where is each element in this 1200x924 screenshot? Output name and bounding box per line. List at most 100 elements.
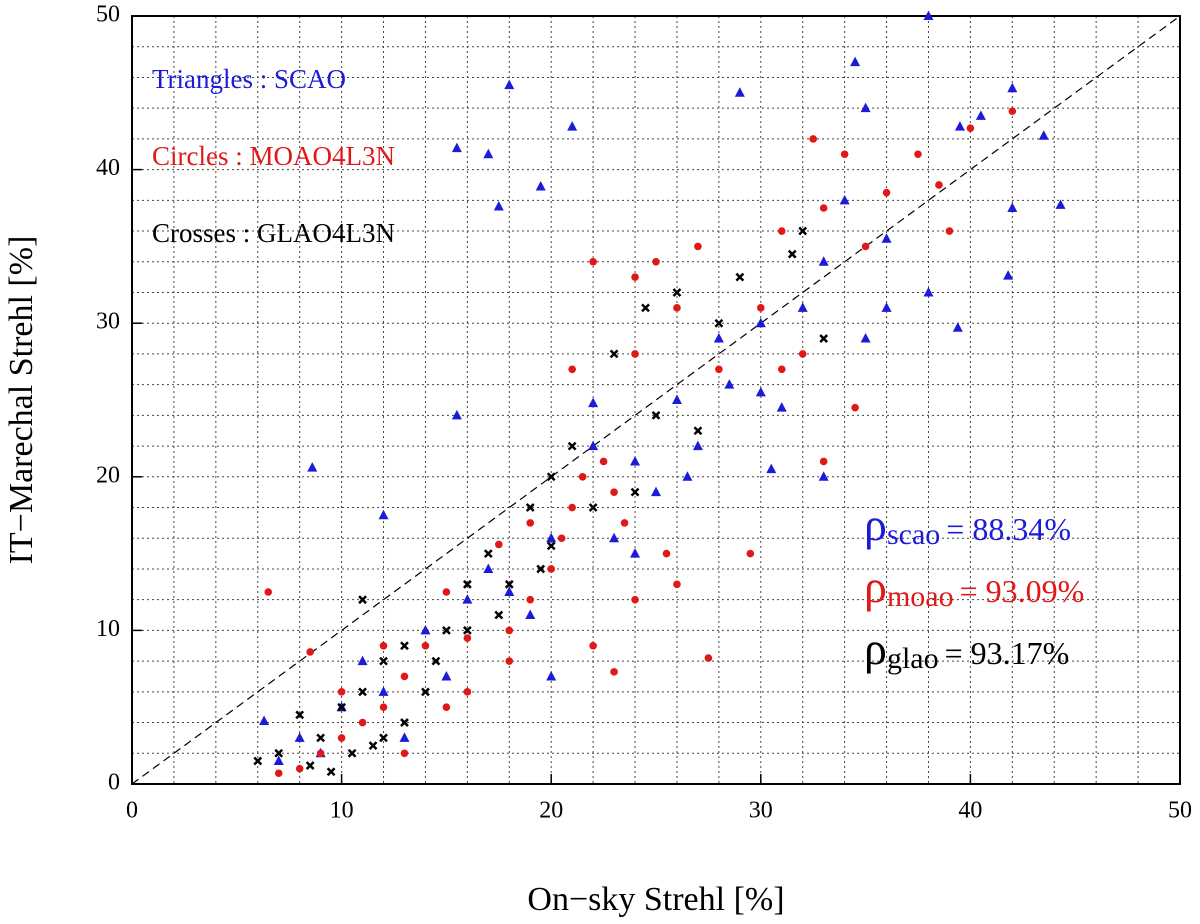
point	[451, 142, 462, 153]
point	[316, 733, 326, 743]
y-tick-label: 10	[96, 616, 120, 642]
point	[713, 333, 724, 343]
point	[610, 488, 618, 496]
point	[715, 365, 723, 374]
point	[379, 703, 388, 711]
point	[850, 56, 861, 67]
annotation-subscript: scao	[887, 518, 940, 551]
point	[379, 733, 388, 743]
point	[378, 686, 389, 696]
y-tick-label: 50	[96, 2, 120, 28]
point	[651, 410, 661, 420]
point	[777, 227, 786, 235]
point	[860, 102, 871, 113]
x-tick-label: 50	[1168, 798, 1192, 824]
point	[692, 440, 703, 451]
point	[253, 756, 263, 766]
point	[914, 150, 922, 159]
point	[526, 519, 535, 527]
point	[462, 579, 472, 589]
point	[295, 710, 305, 720]
point	[599, 457, 608, 466]
y-axis-label: IT−Marechal Strehl [%]	[3, 236, 40, 565]
point	[609, 532, 620, 543]
annotation-text: = 88.34%	[946, 511, 1071, 547]
point	[337, 688, 346, 696]
point	[493, 200, 504, 211]
point	[462, 626, 472, 635]
point	[673, 304, 681, 312]
point	[818, 471, 829, 481]
point	[536, 564, 546, 574]
point	[306, 648, 314, 656]
point	[714, 318, 724, 328]
point	[420, 624, 431, 635]
point	[295, 764, 304, 773]
point	[734, 87, 745, 97]
point	[274, 748, 284, 758]
legend-entry: Triangles : SCAO	[152, 64, 346, 94]
point	[923, 286, 934, 297]
point	[462, 594, 473, 604]
point	[264, 588, 273, 596]
point	[620, 519, 629, 527]
point	[935, 181, 943, 189]
point	[704, 654, 713, 662]
point	[337, 734, 346, 742]
point	[504, 586, 515, 596]
point	[757, 304, 765, 312]
point	[379, 656, 388, 666]
point	[735, 272, 745, 282]
point	[274, 769, 283, 778]
point	[259, 715, 270, 726]
point	[400, 749, 409, 758]
x-axis-label: On−sky Strehl [%]	[527, 881, 784, 918]
point	[421, 641, 430, 650]
point	[861, 242, 870, 251]
point	[787, 249, 797, 259]
point	[568, 365, 576, 374]
point	[1007, 202, 1018, 212]
x-tick-label: 20	[539, 798, 563, 824]
point	[567, 441, 577, 451]
point	[442, 703, 451, 711]
point	[358, 718, 367, 727]
point	[316, 749, 325, 758]
point	[631, 595, 639, 604]
point	[525, 609, 536, 620]
point	[641, 303, 650, 313]
point	[809, 135, 817, 143]
point	[589, 257, 597, 266]
point	[1003, 270, 1014, 280]
point	[819, 457, 828, 466]
point	[631, 350, 639, 358]
point	[546, 670, 557, 681]
plot-frame	[131, 15, 1181, 785]
point	[368, 741, 378, 750]
point	[673, 580, 681, 589]
point	[766, 463, 777, 474]
point	[662, 549, 671, 558]
point	[755, 317, 766, 328]
point	[797, 302, 808, 312]
point	[358, 687, 367, 697]
point	[326, 767, 336, 777]
point	[535, 180, 546, 191]
point	[495, 540, 503, 549]
point	[881, 233, 892, 243]
point	[357, 655, 368, 666]
point	[630, 487, 640, 497]
point	[588, 503, 598, 512]
point	[839, 194, 850, 205]
point	[546, 541, 556, 551]
annotation: ρglao = 93.17%	[864, 623, 1069, 675]
point	[777, 365, 786, 374]
annotation: ρmoao = 93.09%	[864, 561, 1084, 613]
point	[400, 672, 409, 681]
point	[672, 288, 682, 297]
x-tick-label: 10	[330, 798, 354, 824]
y-tick-label: 0	[108, 770, 120, 796]
point	[567, 121, 578, 131]
annotation-subscript: glao	[887, 642, 939, 675]
point	[860, 333, 871, 343]
